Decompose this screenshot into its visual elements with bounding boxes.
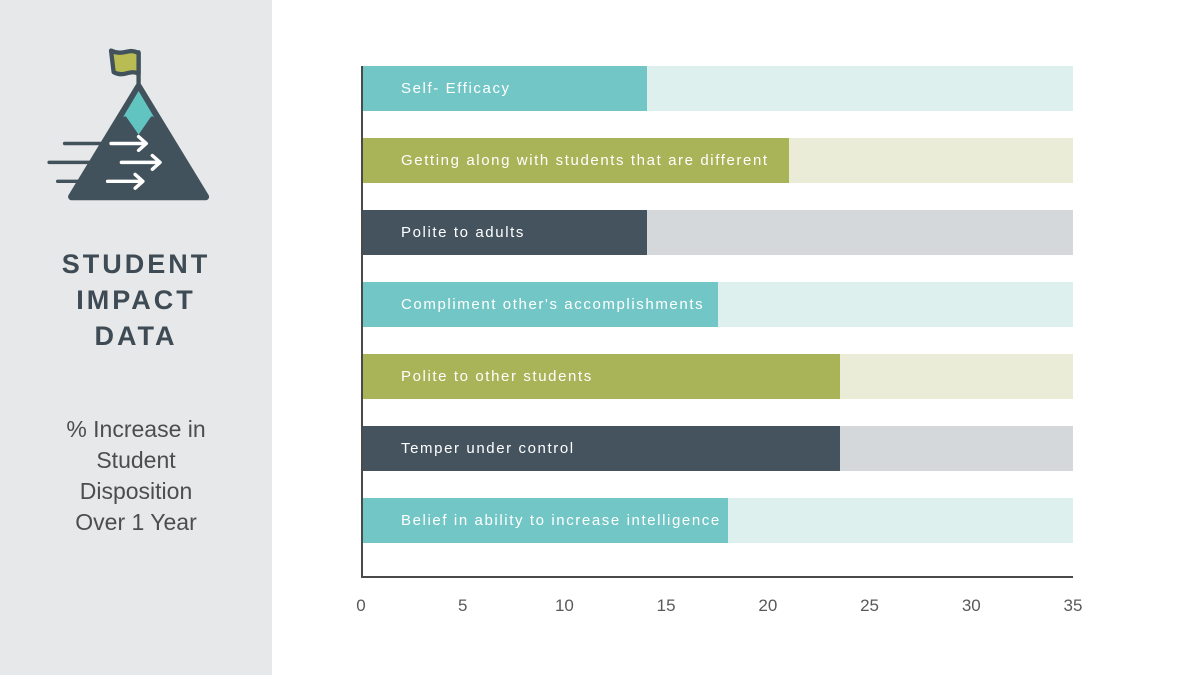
x-axis-tick: 25 — [860, 596, 880, 615]
bar-fill: Getting along with students that are dif… — [363, 138, 789, 183]
bar-category-label: Belief in ability to increase intelligen… — [401, 512, 721, 529]
bar-fill: Polite to adults — [363, 210, 647, 255]
x-axis-tick: 30 — [961, 596, 981, 615]
bar-row: Getting along with students that are dif… — [363, 138, 1073, 183]
x-axis-tick: 20 — [758, 596, 778, 615]
bar-category-label: Temper under control — [401, 440, 575, 457]
sidebar: STUDENT IMPACT DATA % Increase in Student Di… — [0, 0, 272, 675]
bar-category-label: Self- Efficacy — [401, 80, 511, 97]
text-line: Student — [96, 447, 176, 473]
bar-row: Self- Efficacy — [363, 66, 1073, 111]
bar-fill: Belief in ability to increase intelligen… — [363, 498, 729, 543]
text-line: DATA — [94, 321, 178, 351]
bar-fill: Compliment other's accomplishments — [363, 282, 718, 327]
bar-fill: Self- Efficacy — [363, 66, 647, 111]
text-line: STUDENT — [61, 249, 211, 279]
bar-category-label: Polite to adults — [401, 224, 525, 241]
x-axis-tick: 5 — [457, 596, 468, 615]
bar-row: Belief in ability to increase intelligen… — [363, 498, 1073, 543]
x-axis-tick: 0 — [356, 596, 366, 615]
bar-chart-plot-area: Self- Efficacy Getting along with student… — [361, 66, 1073, 578]
bar-row: Temper under control — [363, 426, 1073, 471]
x-axis-tick: 10 — [554, 596, 574, 615]
mountain-flag-arrows-icon — [36, 42, 236, 214]
bar-category-label: Compliment other's accomplishments — [401, 296, 705, 313]
text-line: Over 1 Year — [75, 509, 197, 535]
page-title: STUDENT IMPACT DATA — [0, 246, 272, 354]
bar-row: Polite to other students — [363, 354, 1073, 399]
x-axis-tick: 35 — [1063, 596, 1083, 615]
bar-row: Compliment other's accomplishments — [363, 282, 1073, 327]
x-axis-tick: 15 — [656, 596, 676, 615]
text-line: IMPACT — [76, 285, 196, 315]
bar-row: Polite to adults — [363, 210, 1073, 255]
page-subtitle: % Increase in Student Disposition Over 1 Ye… — [0, 414, 272, 538]
x-axis-tick-labels: 0 5 10 15 20 25 30 35 — [356, 596, 1082, 620]
bar-fill: Temper under control — [363, 426, 840, 471]
text-line: % Increase in — [66, 416, 206, 442]
bar-category-label: Getting along with students that are dif… — [401, 152, 769, 169]
bar-fill: Polite to other students — [363, 354, 840, 399]
bar-category-label: Polite to other students — [401, 368, 593, 385]
text-line: Disposition — [79, 478, 193, 504]
